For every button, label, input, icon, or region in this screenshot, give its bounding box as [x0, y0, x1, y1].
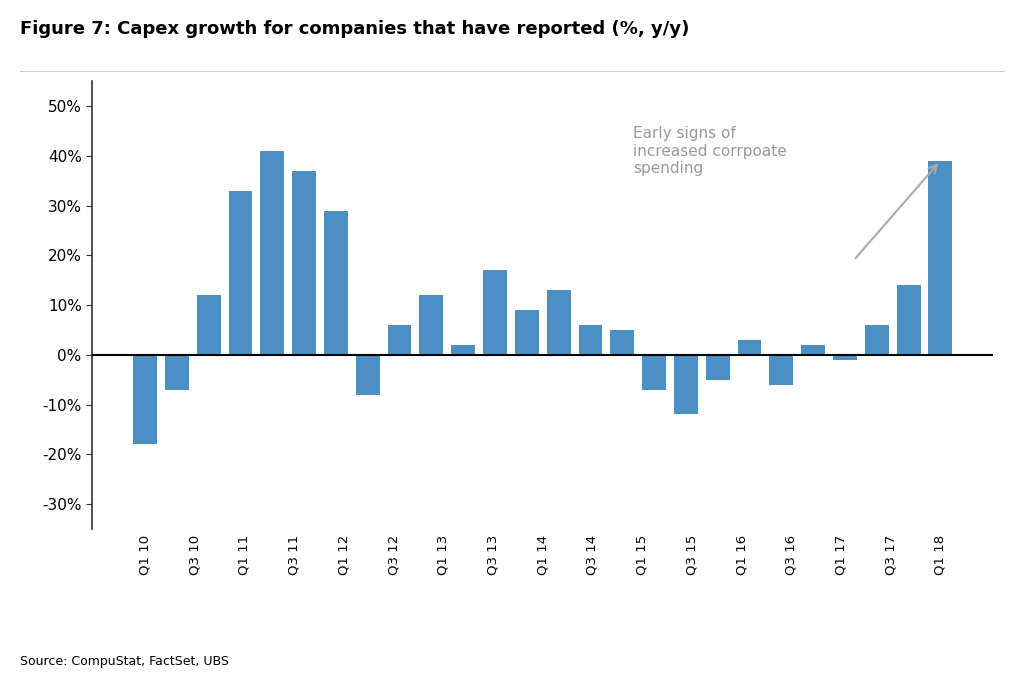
Bar: [452, 345, 475, 355]
Text: Early signs of
increased corrpoate
spending: Early signs of increased corrpoate spend…: [633, 126, 786, 176]
Bar: [483, 271, 507, 355]
Bar: [610, 330, 634, 355]
Bar: [355, 355, 380, 395]
Bar: [642, 355, 666, 390]
Bar: [579, 325, 602, 355]
Text: Figure 7: Capex growth for companies that have reported (%, y/y): Figure 7: Capex growth for companies tha…: [20, 20, 690, 39]
Bar: [292, 171, 316, 355]
Text: Source: CompuStat, FactSet, UBS: Source: CompuStat, FactSet, UBS: [20, 655, 229, 668]
Bar: [165, 355, 188, 390]
Bar: [674, 355, 697, 414]
Bar: [769, 355, 794, 384]
Bar: [197, 295, 220, 355]
Bar: [737, 340, 762, 355]
Bar: [833, 355, 857, 360]
Bar: [260, 151, 285, 355]
Bar: [801, 345, 825, 355]
Bar: [133, 355, 157, 444]
Bar: [929, 161, 952, 355]
Bar: [324, 211, 348, 355]
Bar: [706, 355, 730, 380]
Bar: [420, 295, 443, 355]
Bar: [515, 310, 539, 355]
Bar: [865, 325, 889, 355]
Bar: [897, 285, 921, 355]
Bar: [228, 191, 253, 355]
Bar: [388, 325, 412, 355]
Bar: [547, 290, 570, 355]
